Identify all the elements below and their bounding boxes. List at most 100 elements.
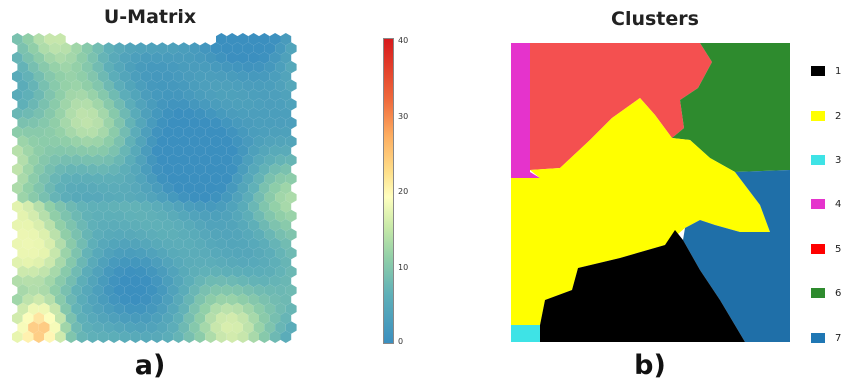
- umatrix-hex-cell: [151, 237, 163, 250]
- umatrix-hex-cell: [167, 284, 179, 297]
- umatrix-hex-cell: [140, 126, 152, 139]
- umatrix-hex-cell: [71, 209, 82, 223]
- umatrix-hex-cell: [92, 209, 104, 223]
- umatrix-hex-cell: [130, 219, 141, 232]
- umatrix-hex-cell: [92, 98, 104, 111]
- umatrix-hex-cell: [33, 51, 45, 64]
- umatrix-hex-cell: [269, 330, 281, 343]
- umatrix-hex-cell: [55, 181, 66, 195]
- legend-swatch-5: [811, 244, 825, 254]
- umatrix-hex-cell: [140, 274, 152, 288]
- umatrix-hex-cell: [259, 330, 270, 343]
- umatrix-hex-cell: [167, 116, 179, 130]
- umatrix-hex-cell: [205, 126, 216, 139]
- umatrix-hex-cell: [194, 163, 206, 176]
- umatrix-hex-cell: [87, 88, 98, 102]
- umatrix-hex-cell: [124, 246, 136, 260]
- umatrix-hex-cell: [237, 200, 249, 213]
- umatrix-hex-cell: [103, 116, 114, 130]
- umatrix-hex-cell: [92, 228, 104, 241]
- umatrix-hex-cell: [146, 321, 157, 334]
- umatrix-hex-cell: [259, 200, 270, 213]
- umatrix-hex-cell: [173, 312, 184, 325]
- umatrix-hex-cell: [183, 163, 195, 176]
- umatrix-hex-cell: [221, 79, 233, 92]
- umatrix-hex-cell: [259, 181, 270, 195]
- umatrix-hex-cell: [49, 209, 61, 223]
- umatrix-hex-cell: [38, 191, 50, 204]
- umatrix-hex-cell: [28, 60, 39, 74]
- umatrix-hex-cell: [248, 256, 259, 269]
- umatrix-hex-cell: [285, 153, 297, 167]
- umatrix-hex-cell: [103, 246, 114, 260]
- umatrix-hex-cell: [232, 209, 243, 223]
- umatrix-hex-cell: [103, 153, 114, 167]
- umatrix-hex-cell: [221, 265, 233, 278]
- legend-swatch-6: [811, 288, 825, 298]
- umatrix-hex-cell: [269, 237, 281, 250]
- umatrix-hex-cell: [71, 79, 82, 92]
- umatrix-hex-cell: [92, 321, 104, 334]
- umatrix-hex-cell: [248, 293, 259, 306]
- umatrix-hex-cell: [221, 42, 233, 55]
- umatrix-hex-cell: [49, 116, 61, 130]
- umatrix-hex-cell: [232, 246, 243, 260]
- umatrix-hex-cell: [183, 88, 195, 102]
- umatrix-hex-cell: [173, 163, 184, 176]
- umatrix-hex-cell: [97, 274, 109, 288]
- umatrix-hex-cell: [151, 219, 163, 232]
- umatrix-hex-cell: [92, 60, 104, 74]
- umatrix-hex-cell: [114, 42, 125, 55]
- umatrix-hex-cell: [71, 265, 82, 278]
- umatrix-hex-cell: [173, 219, 184, 232]
- umatrix-hex-cell: [280, 51, 292, 64]
- umatrix-hex-cell: [189, 302, 200, 316]
- umatrix-hex-cell: [216, 312, 227, 325]
- colorbar-tick-30: 30: [398, 112, 409, 121]
- umatrix-hex-cell: [87, 163, 98, 176]
- umatrix-hex-cell: [253, 284, 265, 297]
- umatrix-hex-cell: [242, 135, 254, 148]
- umatrix-hex-cell: [285, 172, 297, 185]
- umatrix-hex-cell: [119, 237, 131, 250]
- umatrix-hex-cell: [285, 116, 297, 130]
- umatrix-hex-cell: [140, 312, 152, 325]
- umatrix-hex-cell: [194, 256, 206, 269]
- umatrix-hex-cell: [130, 237, 141, 250]
- umatrix-hex-cell: [151, 312, 163, 325]
- umatrix-hex-cell: [76, 163, 88, 176]
- umatrix-hex-cell: [157, 135, 168, 148]
- legend-label-7: 7: [835, 333, 842, 344]
- legend-swatch-3: [811, 155, 825, 165]
- umatrix-hex-cell: [22, 107, 34, 120]
- umatrix-hex-cell: [146, 228, 157, 241]
- umatrix-hex-cell: [135, 321, 147, 334]
- umatrix-hex-cell: [151, 330, 163, 343]
- umatrix-hex-cell: [12, 88, 23, 102]
- umatrix-hex-cell: [157, 209, 168, 223]
- umatrix-hex-cell: [269, 107, 281, 120]
- umatrix-hex-cell: [28, 116, 39, 130]
- umatrix-hex-cell: [130, 312, 141, 325]
- umatrix-hex-cell: [87, 330, 98, 343]
- umatrix-hex-cell: [33, 70, 45, 83]
- umatrix-hex-cell: [216, 237, 227, 250]
- umatrix-hex-cell: [264, 265, 276, 278]
- umatrix-hex-cell: [124, 153, 136, 167]
- umatrix-hex-cell: [97, 126, 109, 139]
- umatrix-hex-cell: [210, 153, 222, 167]
- umatrix-hex-cell: [183, 256, 195, 269]
- umatrix-hex-cell: [264, 42, 276, 55]
- umatrix-hex-cell: [216, 144, 227, 157]
- umatrix-hex-cell: [253, 98, 265, 111]
- umatrix-hex-cell: [38, 116, 50, 130]
- umatrix-hex-cell: [87, 293, 98, 306]
- umatrix-hex-cell: [248, 330, 259, 343]
- umatrix-hex-cell: [157, 191, 168, 204]
- umatrix-hex-cell: [97, 70, 109, 83]
- umatrix-hex-cell: [60, 321, 72, 334]
- umatrix-hex-cell: [232, 172, 243, 185]
- umatrix-hex-cell: [226, 70, 238, 83]
- umatrix-hex-cell: [44, 237, 55, 250]
- umatrix-hex-cell: [33, 293, 45, 306]
